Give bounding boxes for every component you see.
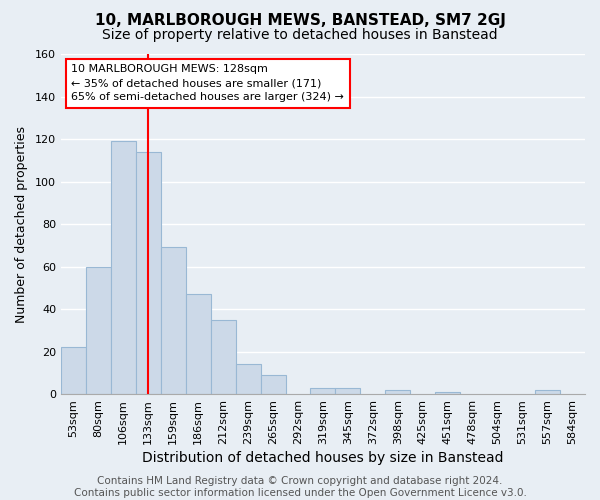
Bar (111, 141, 136, 394)
Text: Size of property relative to detached houses in Banstead: Size of property relative to detached ho… (102, 28, 498, 42)
Bar (86, 266, 111, 394)
Bar (161, 248, 186, 394)
Bar (136, 152, 161, 394)
Bar (186, 294, 211, 394)
Text: 10 MARLBOROUGH MEWS: 128sqm
← 35% of detached houses are smaller (171)
65% of se: 10 MARLBOROUGH MEWS: 128sqm ← 35% of det… (71, 64, 344, 102)
Y-axis label: Number of detached properties: Number of detached properties (15, 126, 28, 322)
X-axis label: Distribution of detached houses by size in Banstead: Distribution of detached houses by size … (142, 451, 504, 465)
Bar (211, 320, 236, 394)
Bar (310, 388, 335, 394)
Bar (535, 390, 560, 394)
Bar (435, 392, 460, 394)
Bar (385, 390, 410, 394)
Bar (61, 348, 86, 394)
Bar (335, 388, 361, 394)
Text: 10, MARLBOROUGH MEWS, BANSTEAD, SM7 2GJ: 10, MARLBOROUGH MEWS, BANSTEAD, SM7 2GJ (95, 12, 505, 28)
Bar (260, 375, 286, 394)
Text: Contains HM Land Registry data © Crown copyright and database right 2024.
Contai: Contains HM Land Registry data © Crown c… (74, 476, 526, 498)
Bar (236, 364, 260, 394)
